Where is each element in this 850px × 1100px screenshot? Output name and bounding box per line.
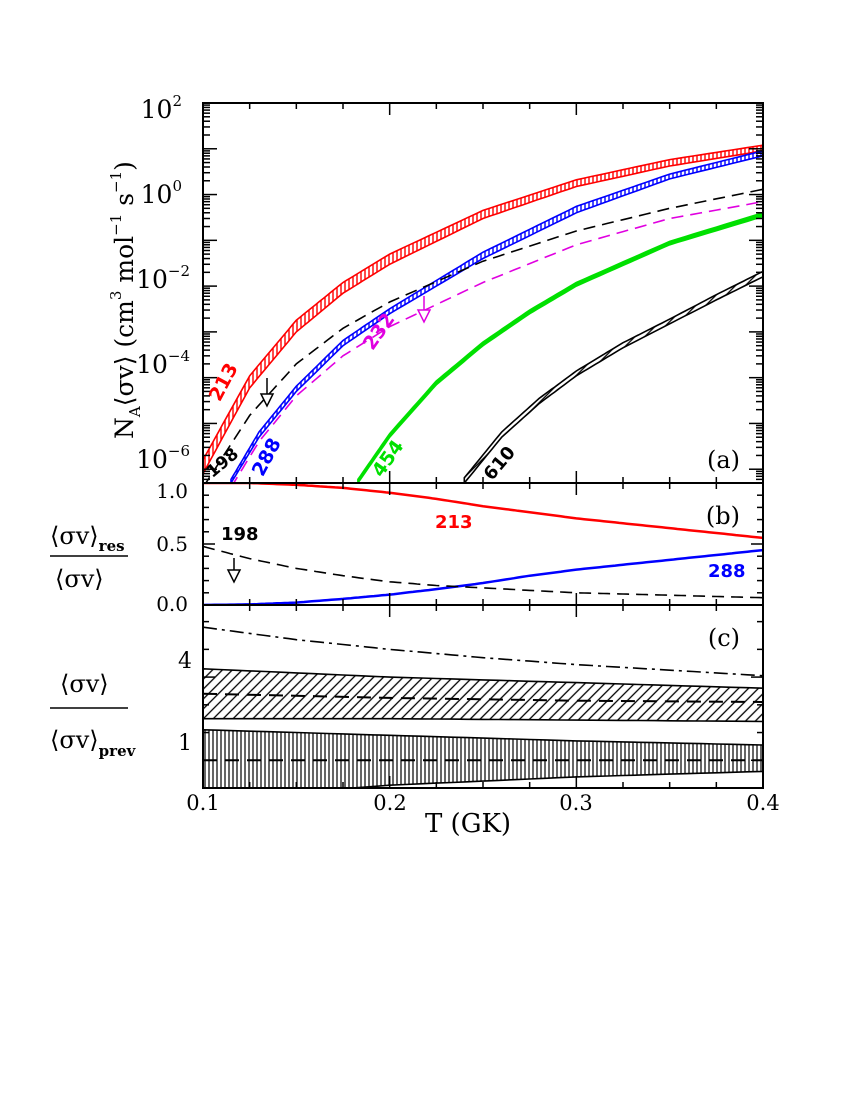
label-b-198: 198 bbox=[221, 524, 259, 545]
ytick-a-1e-4: 10−4 bbox=[136, 347, 190, 379]
panel-b-ylabel-den: ⟨σv⟩ bbox=[55, 565, 104, 593]
panel-label-a: (a) bbox=[707, 446, 740, 474]
xtick-0.4: 0.4 bbox=[746, 791, 779, 815]
ytick-b-0.0: 0.0 bbox=[156, 592, 188, 616]
panel-c-ylabel-num: ⟨σv⟩ bbox=[60, 670, 109, 698]
series-a-610-band bbox=[463, 270, 763, 483]
arrow-b-198 bbox=[226, 558, 242, 584]
axis-ticks bbox=[202, 102, 764, 788]
series-a-213-band bbox=[203, 144, 763, 475]
series-c-ratio-1-band bbox=[203, 728, 763, 788]
arrow-a-232 bbox=[416, 296, 432, 324]
panel-b-plot bbox=[203, 483, 763, 605]
panel-b-ylabel: ⟨σv⟩res ⟨σv⟩ bbox=[50, 522, 128, 593]
series-a-232 bbox=[232, 200, 763, 483]
xtick-labels: 0.1 0.2 0.3 0.4 bbox=[186, 791, 779, 815]
panel-b-frame bbox=[202, 482, 764, 606]
panel-a-ytick-labels: 10−6 10−4 10−2 100 102 bbox=[136, 92, 190, 474]
panel-b-ylabel-num: ⟨σv⟩res bbox=[50, 522, 125, 555]
panel-b-ytick-labels: 1.0 0.5 0.0 bbox=[156, 479, 188, 616]
series-a-288-band bbox=[230, 150, 763, 483]
label-b-288: 288 bbox=[708, 561, 746, 582]
panel-a-ylabel: NA⟨σv⟩ (cm3 mol−1 s−1) bbox=[107, 161, 144, 439]
ytick-c-1: 1 bbox=[178, 731, 192, 756]
ytick-b-1.0: 1.0 bbox=[156, 479, 188, 503]
ytick-a-1e-2: 10−2 bbox=[136, 262, 190, 294]
panel-c-ylabel-den: ⟨σv⟩prev bbox=[50, 726, 137, 760]
panel-c-plot bbox=[203, 626, 763, 788]
arrow-a-198 bbox=[259, 378, 275, 408]
label-b-213: 213 bbox=[435, 512, 473, 533]
panel-a-plot bbox=[203, 144, 763, 483]
panel-label-c: (c) bbox=[708, 624, 740, 652]
ytick-a-1e0: 100 bbox=[141, 177, 182, 209]
series-b-198 bbox=[203, 545, 763, 599]
label-a-454: 454 bbox=[368, 436, 409, 481]
x-axis-label: T (GK) bbox=[425, 809, 511, 839]
panel-c-ylabel: ⟨σv⟩ ⟨σv⟩prev bbox=[50, 670, 137, 760]
series-a-198 bbox=[204, 188, 763, 483]
ytick-b-0.5: 0.5 bbox=[156, 532, 188, 556]
series-b-288 bbox=[203, 548, 763, 605]
series-a-454-band bbox=[357, 211, 763, 483]
series-c-ratio-4-band bbox=[203, 667, 763, 723]
xtick-0.1: 0.1 bbox=[186, 791, 219, 815]
series-b-213 bbox=[203, 483, 763, 540]
label-a-610: 610 bbox=[480, 442, 520, 484]
ytick-a-1e2: 102 bbox=[141, 92, 182, 124]
ytick-c-4: 4 bbox=[178, 649, 192, 674]
panel-label-b: (b) bbox=[706, 502, 740, 530]
series-c-ratio-4-center bbox=[203, 692, 763, 703]
panel-c-ytick-labels: 4 1 bbox=[178, 649, 192, 756]
ytick-a-1e-6: 10−6 bbox=[136, 442, 190, 474]
series-c-upper bbox=[203, 626, 763, 677]
xtick-0.2: 0.2 bbox=[373, 791, 406, 815]
xtick-0.3: 0.3 bbox=[559, 791, 592, 815]
